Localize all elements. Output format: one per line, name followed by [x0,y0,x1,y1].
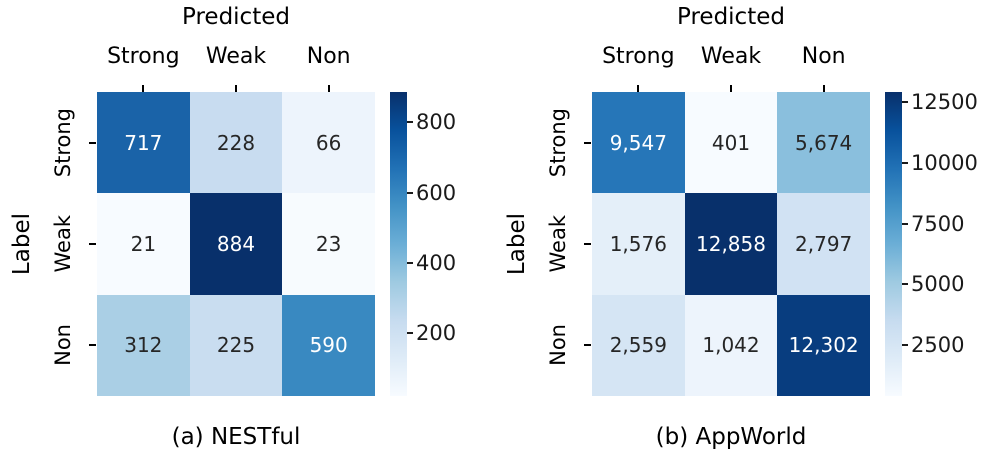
x-axis-title: Predicted [182,4,290,30]
colorbar-tick: 400 [407,251,456,275]
heatmap-cell: 401 [684,92,778,194]
y-axis-title: Label [8,92,35,396]
top-tick-mark [235,85,237,92]
heatmap-cell: 2,797 [777,193,870,295]
colorbar-tick: 2500 [902,333,964,357]
left-tick-mark [89,344,96,346]
heatmap-cell: 12,302 [777,294,870,396]
colorbar-tick: 200 [407,321,456,345]
x-axis-title: Predicted [677,4,785,30]
colorbar [390,92,407,396]
row-label-weak: Weak [546,215,570,273]
y-axis-title-text: Label [8,212,35,276]
colorbar-tick: 600 [407,181,456,205]
tick-dash [902,101,908,103]
tick-dash [407,192,413,194]
heatmap-cell: 9,547 [592,92,685,194]
colorbar-tick: 7500 [902,212,964,236]
heatmap-grid: 717 228 66 21 884 23 312 225 590 [97,92,375,396]
heatmap-cell: 12,858 [684,193,778,295]
row-label-weak: Weak [51,215,75,273]
col-label-weak: Weak [700,44,762,69]
row-label-non: Non [51,324,75,367]
left-tick-mark [584,142,591,144]
top-tick-mark [328,85,330,92]
heatmap-cell: 23 [282,193,375,295]
colorbar-tick: 800 [407,110,456,134]
tick-dash [902,283,908,285]
col-label-non: Non [801,44,846,69]
top-tick-mark [637,85,639,92]
row-tick-labels: Strong Weak Non [49,92,77,396]
left-tick-mark [89,243,96,245]
tick-dash [902,162,908,164]
col-label-strong: Strong [602,44,675,69]
y-axis-title: Label [503,92,530,396]
tick-dash [407,332,413,334]
row-tick-labels: Strong Weak Non [544,92,572,396]
panel-appworld: Predicted Strong Weak Non Label Strong W… [495,0,997,458]
heatmap-cell: 1,576 [592,193,685,295]
left-tick-mark [584,344,591,346]
left-tick-mark [89,142,96,144]
tick-dash [902,223,908,225]
top-tick-mark [142,85,144,92]
col-label-weak: Weak [205,44,267,69]
colorbar-tick: 12500 [902,90,978,114]
heatmap-cell: 312 [97,294,190,396]
left-tick-mark [584,243,591,245]
y-axis-title-text: Label [503,212,530,276]
subfigure-caption: (a) NESTful [171,424,301,450]
heatmap-grid: 9,547 401 5,674 1,576 12,858 2,797 2,559… [592,92,870,396]
heatmap-cell: 590 [282,294,375,396]
row-label-non: Non [546,324,570,367]
colorbar-tick: 5000 [902,272,964,296]
tick-dash [407,121,413,123]
colorbar [885,92,902,396]
tick-dash [407,262,413,264]
heatmap-cell: 884 [189,193,283,295]
tick-dash [902,344,908,346]
row-label-strong: Strong [546,108,570,178]
heatmap-cell: 717 [97,92,190,194]
heatmap-cell: 225 [189,294,283,396]
column-tick-labels: Strong Weak Non [97,44,375,70]
top-tick-mark [823,85,825,92]
col-label-non: Non [306,44,351,69]
heatmap-cell: 2,559 [592,294,685,396]
heatmap-cell: 5,674 [777,92,870,194]
top-tick-mark [730,85,732,92]
row-label-strong: Strong [51,108,75,178]
heatmap-cell: 1,042 [684,294,778,396]
heatmap-cell: 21 [97,193,190,295]
column-tick-labels: Strong Weak Non [592,44,870,70]
subfigure-caption: (b) AppWorld [655,424,807,450]
panel-nestful: Predicted Strong Weak Non Label Strong W… [8,4,457,450]
heatmap-cell: 228 [189,92,283,194]
heatmap-cell: 66 [282,92,375,194]
col-label-strong: Strong [107,44,180,69]
colorbar-tick: 10000 [902,151,978,175]
